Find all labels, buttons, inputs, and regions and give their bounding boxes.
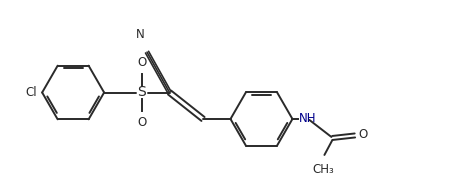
Text: NH: NH bbox=[299, 112, 316, 125]
Text: S: S bbox=[137, 85, 146, 100]
Text: N: N bbox=[136, 28, 145, 41]
Text: O: O bbox=[137, 117, 146, 130]
Text: O: O bbox=[137, 56, 146, 68]
Text: Cl: Cl bbox=[25, 86, 37, 99]
Text: CH₃: CH₃ bbox=[313, 163, 334, 176]
Text: O: O bbox=[358, 128, 367, 141]
